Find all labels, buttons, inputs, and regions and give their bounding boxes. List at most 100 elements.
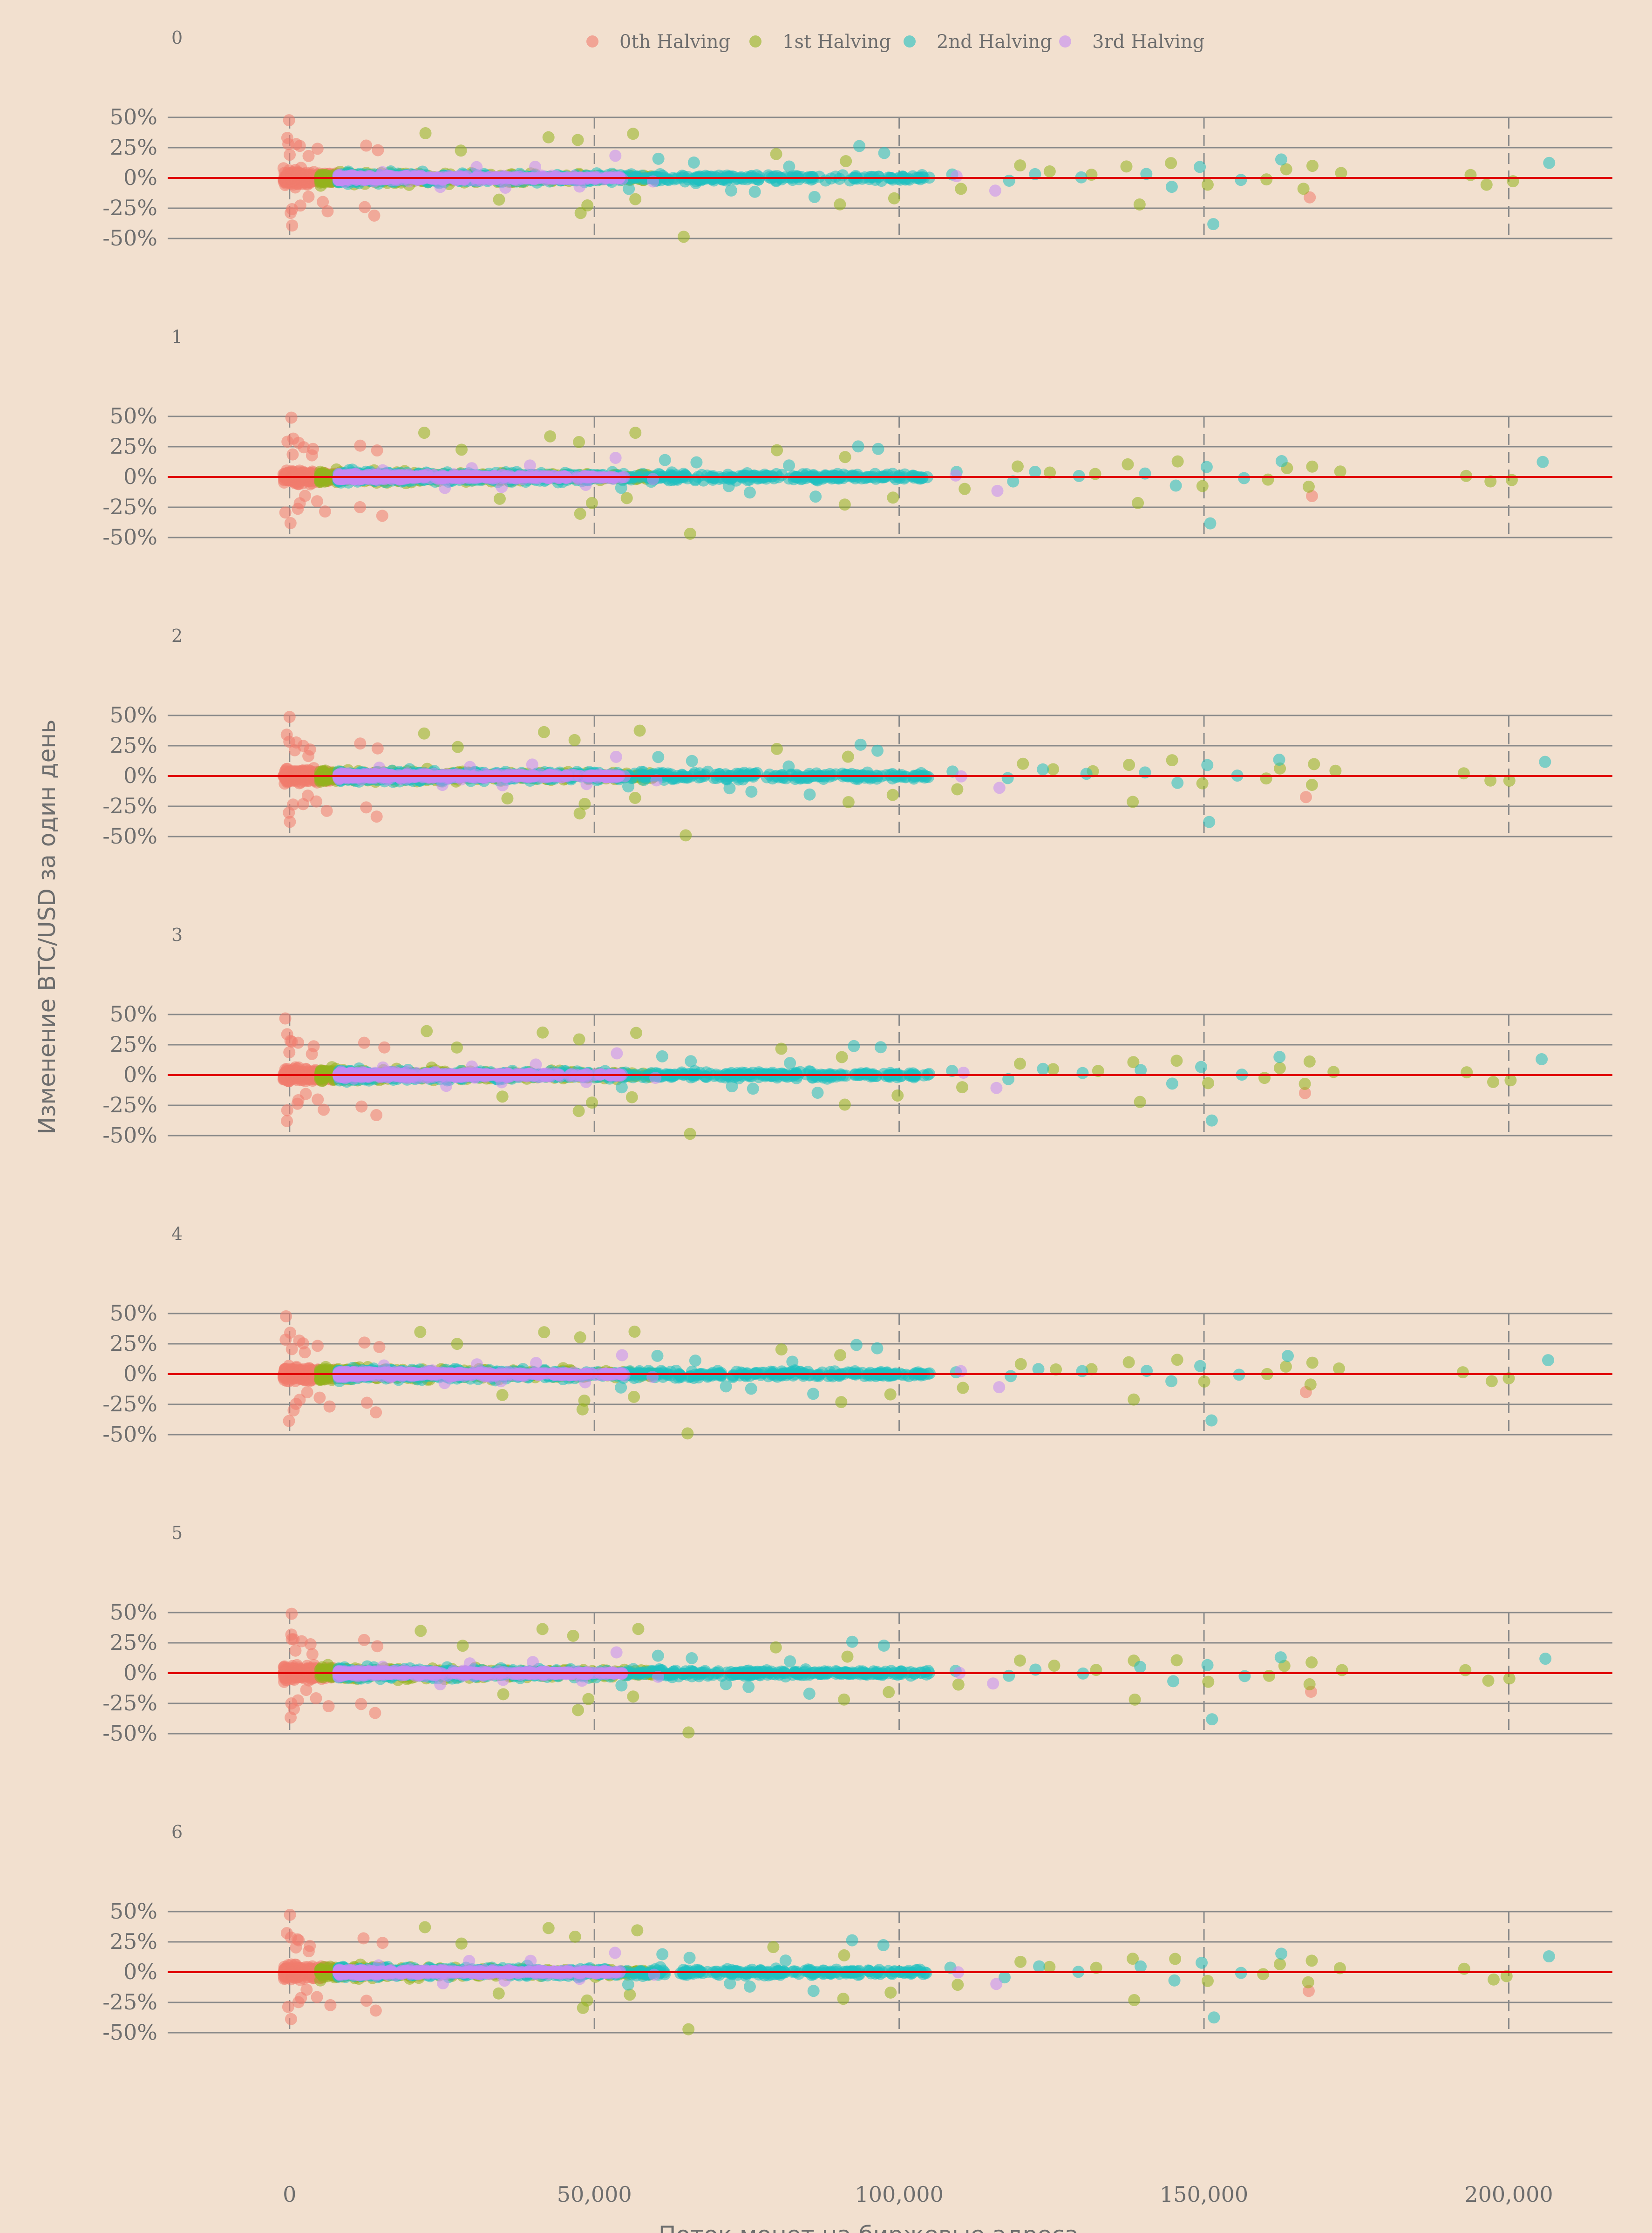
data-point [279, 506, 292, 519]
data-point [690, 456, 703, 469]
data-point [302, 191, 315, 203]
data-point [360, 801, 373, 814]
data-point [887, 491, 899, 504]
y-tick-label: 0% [123, 763, 157, 788]
data-point [838, 498, 851, 511]
data-point [1166, 754, 1178, 767]
facet-panel: 150%25%0%-25%-50% [102, 327, 1612, 550]
data-point [496, 481, 508, 493]
data-point [465, 462, 478, 475]
data-point [1329, 764, 1342, 777]
data-point [710, 772, 723, 784]
data-point [1171, 776, 1184, 789]
data-point [598, 173, 611, 185]
series-points [332, 150, 1001, 197]
data-point [839, 451, 851, 463]
data-point [836, 169, 849, 182]
data-point [1201, 178, 1214, 191]
data-point [311, 495, 323, 508]
y-tick-label: 0% [123, 464, 157, 489]
legend-marker [586, 35, 598, 48]
data-point [529, 161, 542, 173]
legend-label: 3rd Halving [1092, 31, 1204, 53]
data-point [354, 501, 367, 513]
data-point [771, 170, 783, 182]
data-point [849, 472, 862, 484]
data-point [748, 470, 761, 482]
data-point [899, 173, 911, 186]
data-point [370, 810, 383, 823]
data-point [870, 472, 882, 485]
data-point [376, 166, 389, 178]
data-point [1275, 455, 1288, 468]
data-point [453, 173, 465, 185]
data-point [748, 185, 761, 198]
legend: 0th Halving 1st Halving 2nd Halving 3rd Hal… [586, 31, 1204, 53]
data-point [1003, 174, 1015, 187]
data-point [1464, 169, 1477, 181]
legend-marker [904, 35, 916, 48]
data-point [294, 199, 306, 212]
data-point [652, 751, 665, 763]
data-point [627, 128, 639, 140]
data-point [722, 480, 735, 492]
data-point [1262, 473, 1274, 486]
data-point [770, 742, 783, 755]
data-point [283, 711, 296, 723]
data-point [609, 150, 622, 162]
data-point [949, 469, 962, 482]
data-point [652, 152, 665, 165]
data-point [1238, 472, 1251, 484]
data-point [376, 510, 388, 522]
data-point [808, 191, 821, 203]
data-point [493, 193, 505, 206]
data-point [1260, 173, 1273, 186]
data-point [281, 436, 294, 448]
facet-label: 1 [171, 327, 183, 347]
facet-label: 2 [171, 626, 183, 646]
data-point [359, 201, 371, 213]
data-point [872, 443, 884, 455]
y-tick-label: 25% [110, 434, 157, 459]
data-point [1308, 758, 1320, 770]
data-point [991, 484, 1004, 497]
data-point [286, 174, 299, 187]
data-point [315, 771, 328, 783]
data-point [372, 144, 384, 157]
data-point [1127, 796, 1139, 808]
data-point [302, 150, 315, 162]
y-tick-label: -50% [102, 524, 157, 550]
data-point [1457, 767, 1470, 780]
data-point [1334, 465, 1346, 478]
data-point [1196, 777, 1209, 790]
data-point [501, 792, 514, 805]
data-point [1200, 461, 1213, 473]
data-point [455, 144, 467, 157]
data-point [284, 517, 297, 530]
data-point [770, 148, 782, 160]
data-point [959, 483, 971, 495]
data-point [854, 738, 867, 751]
data-point [646, 473, 659, 485]
data-point [1196, 480, 1209, 492]
data-point [311, 143, 324, 155]
data-point [1120, 160, 1133, 173]
data-point [886, 789, 899, 801]
legend-marker [749, 35, 761, 48]
data-point [319, 505, 331, 518]
data-point [797, 468, 809, 481]
data-point [871, 744, 884, 757]
data-point [852, 440, 864, 453]
data-point [317, 196, 329, 208]
legend-marker [1059, 35, 1071, 48]
data-point [633, 724, 646, 737]
data-point [581, 199, 594, 212]
data-point [955, 183, 967, 195]
data-point [789, 773, 802, 785]
data-point [393, 472, 405, 484]
data-point [1304, 191, 1316, 204]
data-point [1460, 470, 1472, 482]
data-point [439, 482, 451, 494]
data-point [418, 427, 430, 439]
series-points [332, 738, 1551, 828]
